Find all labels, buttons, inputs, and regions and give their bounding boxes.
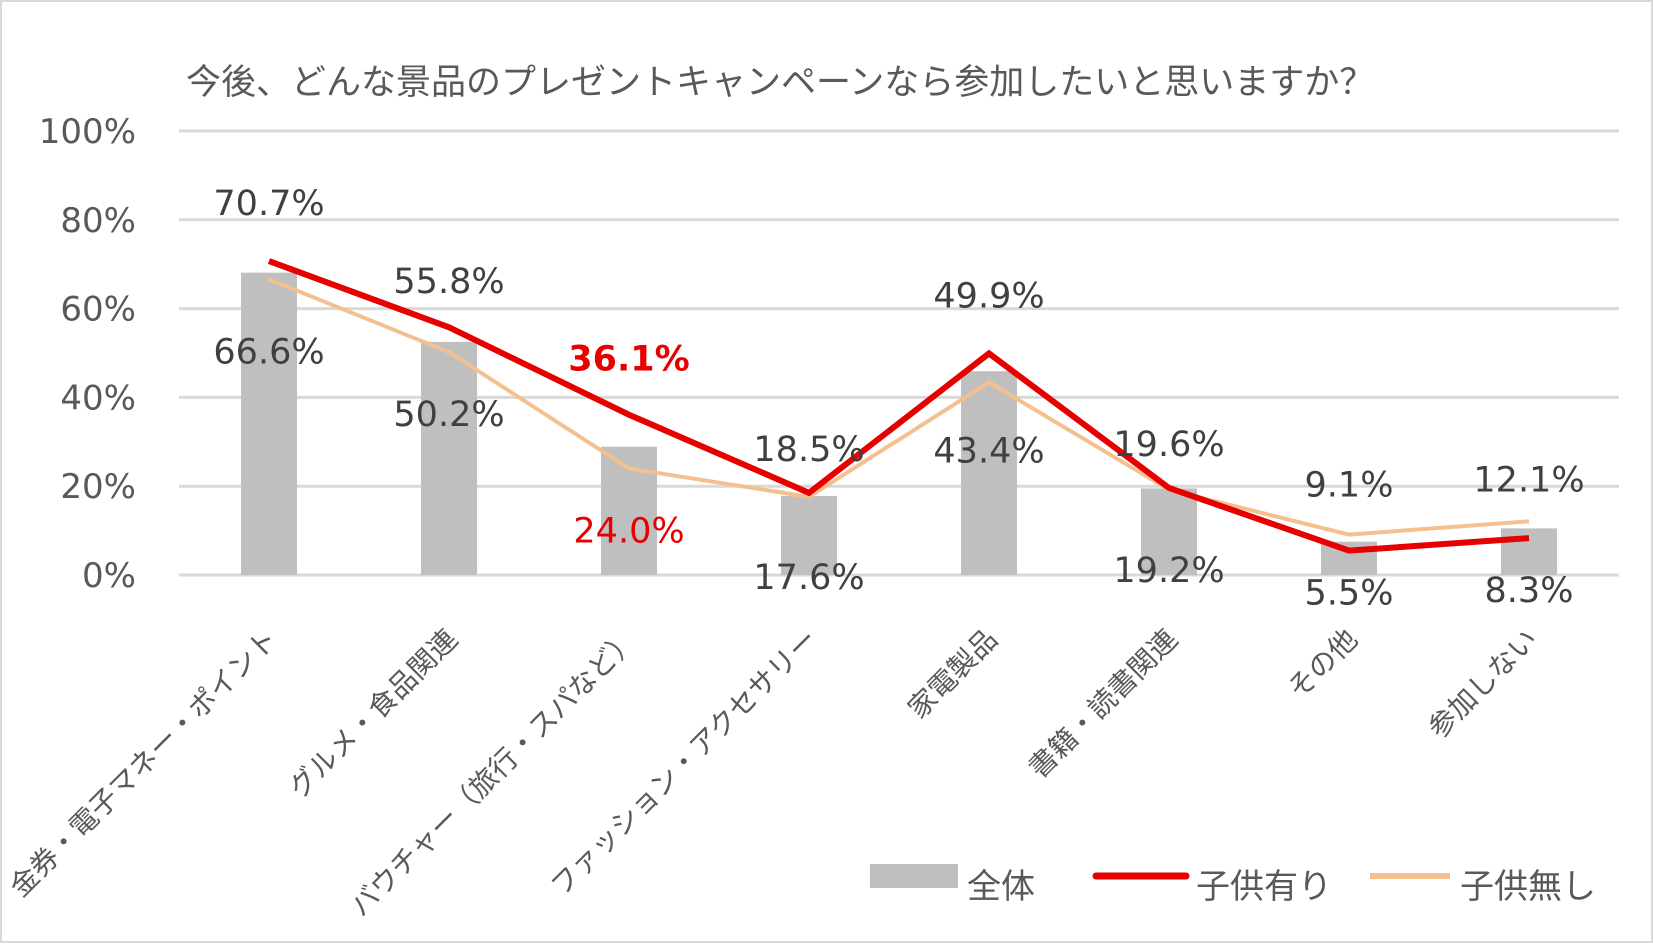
bar-zentai bbox=[1501, 528, 1557, 575]
y-tick-label: 40% bbox=[60, 378, 136, 418]
x-tick-label: 参加しない bbox=[1422, 623, 1544, 745]
bar-zentai bbox=[961, 371, 1017, 575]
bar-zentai bbox=[1141, 488, 1197, 575]
legend-swatch-zentai bbox=[870, 864, 958, 888]
line-kodomo-nashi bbox=[268, 277, 1530, 537]
x-tick-label: その他 bbox=[1281, 623, 1364, 706]
line-kodomo-ari bbox=[267, 258, 1530, 554]
bar-zentai bbox=[421, 341, 477, 575]
bars bbox=[241, 272, 1557, 575]
lines bbox=[267, 258, 1530, 554]
y-tick-label: 80% bbox=[60, 201, 136, 241]
legend-label: 子供有り bbox=[1196, 867, 1332, 907]
x-tick-label: バウチャー（旅行・スパなど） bbox=[344, 623, 644, 923]
data-label: 66.6% bbox=[213, 332, 324, 372]
gridlines bbox=[179, 129, 1619, 577]
data-label: 5.5% bbox=[1305, 574, 1394, 614]
bar-zentai bbox=[241, 272, 297, 575]
data-label: 8.3% bbox=[1485, 571, 1574, 611]
data-label: 49.9% bbox=[933, 276, 1044, 316]
y-tick-label: 0% bbox=[82, 556, 136, 596]
y-tick-label: 60% bbox=[60, 290, 136, 330]
chart-title: 今後、どんな景品のプレゼントキャンペーンなら参加したいと思いますか？ bbox=[186, 63, 1374, 103]
data-label: 24.0% bbox=[573, 511, 684, 551]
data-label: 17.6% bbox=[753, 558, 864, 598]
y-axis-ticks: 0% 20% 40% 60% 80% 100% bbox=[39, 112, 136, 596]
data-label: 36.1% bbox=[568, 340, 689, 380]
legend: 全体 子供有り 子供無し bbox=[870, 864, 1596, 907]
x-tick-label: 書籍・読書関連 bbox=[1022, 623, 1184, 785]
y-tick-label: 20% bbox=[60, 467, 136, 507]
data-label: 19.2% bbox=[1113, 551, 1224, 591]
bar-zentai bbox=[781, 495, 837, 575]
data-labels: 70.7% 55.8% 36.1% 18.5% 49.9% 19.6% 5.5% 8.3% 66… bbox=[213, 184, 1584, 613]
data-label: 18.5% bbox=[753, 430, 864, 470]
data-label: 70.7% bbox=[213, 184, 324, 224]
x-tick-label: グルメ・食品関連 bbox=[282, 623, 464, 805]
legend-label: 子供無し bbox=[1460, 867, 1596, 907]
data-label: 12.1% bbox=[1473, 460, 1584, 500]
data-label: 9.1% bbox=[1305, 466, 1394, 506]
data-label: 43.4% bbox=[933, 431, 1044, 471]
y-tick-label: 100% bbox=[39, 112, 136, 152]
data-label: 50.2% bbox=[393, 395, 504, 435]
x-tick-label: 家電製品 bbox=[901, 623, 1004, 726]
legend-label: 全体 bbox=[967, 867, 1035, 907]
data-label: 19.6% bbox=[1113, 425, 1224, 465]
x-tick-label: 金券・電子マネー・ポイント bbox=[3, 623, 284, 904]
data-label: 55.8% bbox=[393, 262, 504, 302]
